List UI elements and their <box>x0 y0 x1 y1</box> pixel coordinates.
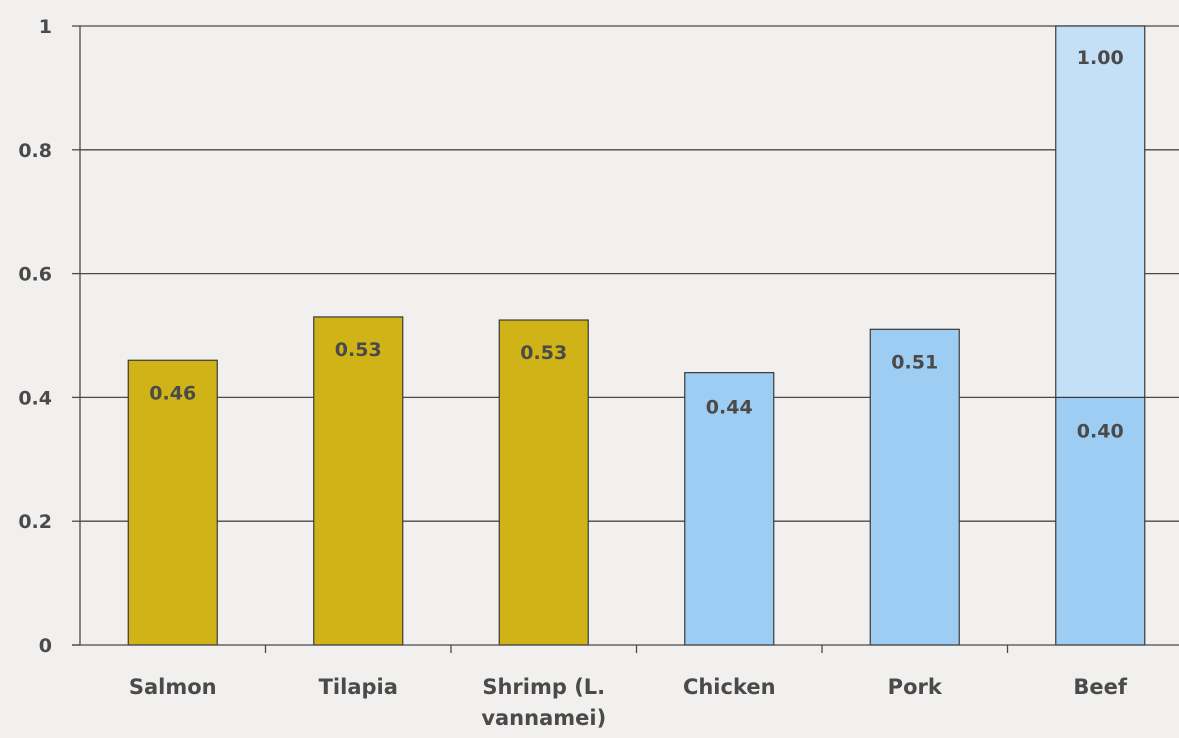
x-category-label: Pork <box>888 675 943 699</box>
bar-value-label: 0.40 <box>1077 420 1124 442</box>
bar-value-label: 0.44 <box>706 397 753 419</box>
y-tick-label: 0 <box>39 635 52 657</box>
y-tick-label: 0.4 <box>18 387 52 409</box>
y-tick-label: 1 <box>39 16 52 38</box>
bar-value-label: 0.53 <box>335 339 382 361</box>
x-category-label: Shrimp (L. <box>482 675 605 699</box>
bar-upper-value-label: 1.00 <box>1077 47 1124 69</box>
bar <box>127 359 218 646</box>
y-tick-label: 0.8 <box>18 140 52 162</box>
bar-upper-segment <box>1055 25 1146 398</box>
bar <box>498 319 589 646</box>
y-tick-label: 0.2 <box>18 511 52 533</box>
bar <box>869 328 960 646</box>
bar-value-label: 0.51 <box>891 351 938 373</box>
x-category-label: Beef <box>1073 675 1127 699</box>
y-tick-label: 0.6 <box>18 264 52 286</box>
bar-value-label: 0.46 <box>149 382 196 404</box>
x-category-label: vannamei) <box>481 706 606 730</box>
bar <box>684 372 775 646</box>
x-category-label: Tilapia <box>319 675 398 699</box>
x-category-label: Salmon <box>129 675 217 699</box>
bar-value-label: 0.53 <box>520 342 567 364</box>
bar <box>313 316 404 646</box>
x-category-label: Chicken <box>683 675 776 699</box>
